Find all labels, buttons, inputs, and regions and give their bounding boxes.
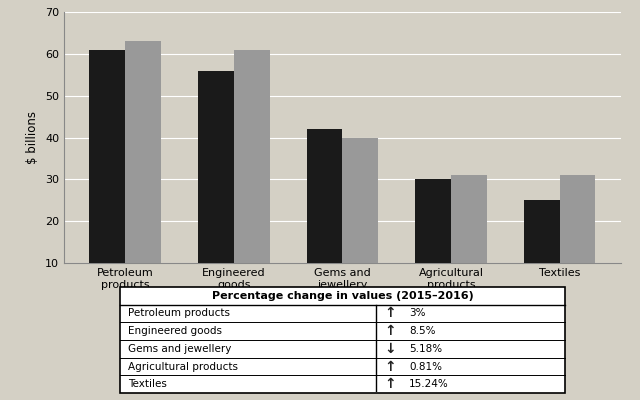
Text: Petroleum products: Petroleum products [128, 308, 230, 318]
Bar [125, 41, 161, 305]
Text: Textiles: Textiles [128, 379, 167, 389]
Bar [342, 138, 378, 305]
Text: 3%: 3% [409, 308, 426, 318]
X-axis label: Product Category: Product Category [276, 295, 408, 308]
Y-axis label: $ billions: $ billions [26, 111, 40, 164]
Bar [451, 175, 487, 305]
Text: Engineered goods: Engineered goods [128, 326, 222, 336]
Bar [90, 50, 125, 305]
Text: Percentage change in values (2015–2016): Percentage change in values (2015–2016) [212, 291, 473, 301]
Text: Agricultural products: Agricultural products [128, 362, 238, 372]
Text: 5.18%: 5.18% [409, 344, 442, 354]
Text: ↑: ↑ [384, 360, 396, 374]
Bar [307, 129, 342, 305]
Bar [559, 175, 595, 305]
Bar [198, 71, 234, 305]
Text: ↑: ↑ [384, 306, 396, 320]
Bar [415, 180, 451, 305]
Text: 15.24%: 15.24% [409, 379, 449, 389]
Text: ↑: ↑ [384, 324, 396, 338]
Text: 0.81%: 0.81% [409, 362, 442, 372]
Text: ↑: ↑ [384, 377, 396, 391]
Text: ↓: ↓ [384, 342, 396, 356]
Bar [234, 50, 269, 305]
Bar [524, 200, 559, 305]
Text: 8.5%: 8.5% [409, 326, 436, 336]
Text: Gems and jewellery: Gems and jewellery [128, 344, 232, 354]
